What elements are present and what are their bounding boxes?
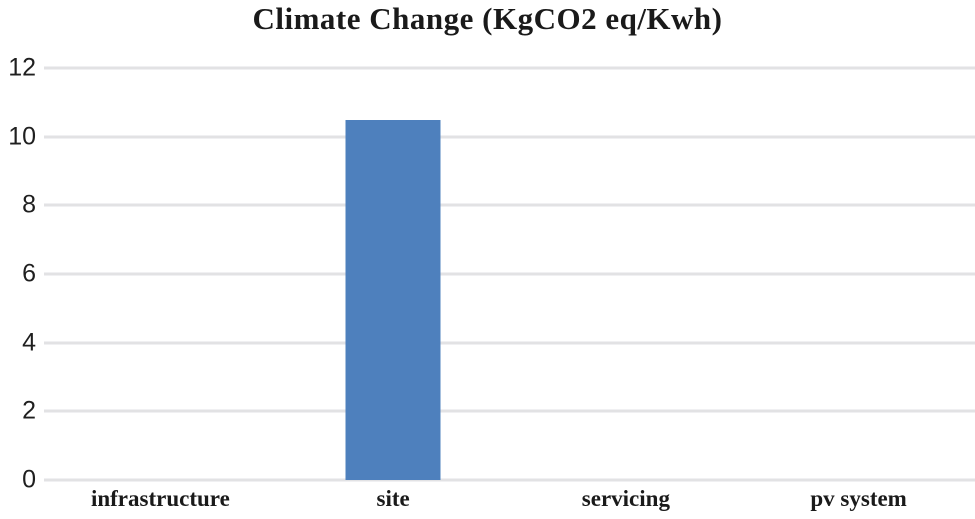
y-tick-label-8: 8 [22, 190, 36, 219]
gridline-y-4 [44, 341, 975, 345]
x-axis: infrastructure site servicing pv system [44, 486, 975, 519]
gridline-y-10 [44, 135, 975, 139]
gridline-y-6 [44, 272, 975, 276]
y-tick-label-4: 4 [22, 328, 36, 357]
x-tick-label-infrastructure: infrastructure [90, 486, 230, 511]
plot-area [44, 66, 975, 482]
gridline-y-12 [44, 66, 975, 70]
bar-slot-site [277, 68, 510, 480]
gridline-y-2 [44, 409, 975, 413]
y-tick-label-10: 10 [8, 122, 36, 151]
gridline-y-0 [44, 478, 975, 482]
y-axis: 0 2 4 6 8 10 12 [0, 55, 36, 492]
x-tick-label-servicing: servicing [581, 486, 670, 511]
bar-site [345, 119, 441, 480]
bar-slot-pv-system [742, 68, 975, 480]
y-tick-label-12: 12 [8, 53, 36, 82]
bar-slot-servicing [510, 68, 743, 480]
gridline-y-8 [44, 203, 975, 207]
y-tick-label-2: 2 [22, 396, 36, 425]
y-tick-label-6: 6 [22, 259, 36, 288]
chart-title: Climate Change (KgCO2 eq/Kwh) [252, 1, 723, 36]
x-tick-label-site: site [376, 486, 410, 511]
y-tick-label-0: 0 [22, 465, 36, 494]
bar-slot-infrastructure [44, 68, 277, 480]
x-tick-label-pv-system: pv system [810, 486, 907, 511]
